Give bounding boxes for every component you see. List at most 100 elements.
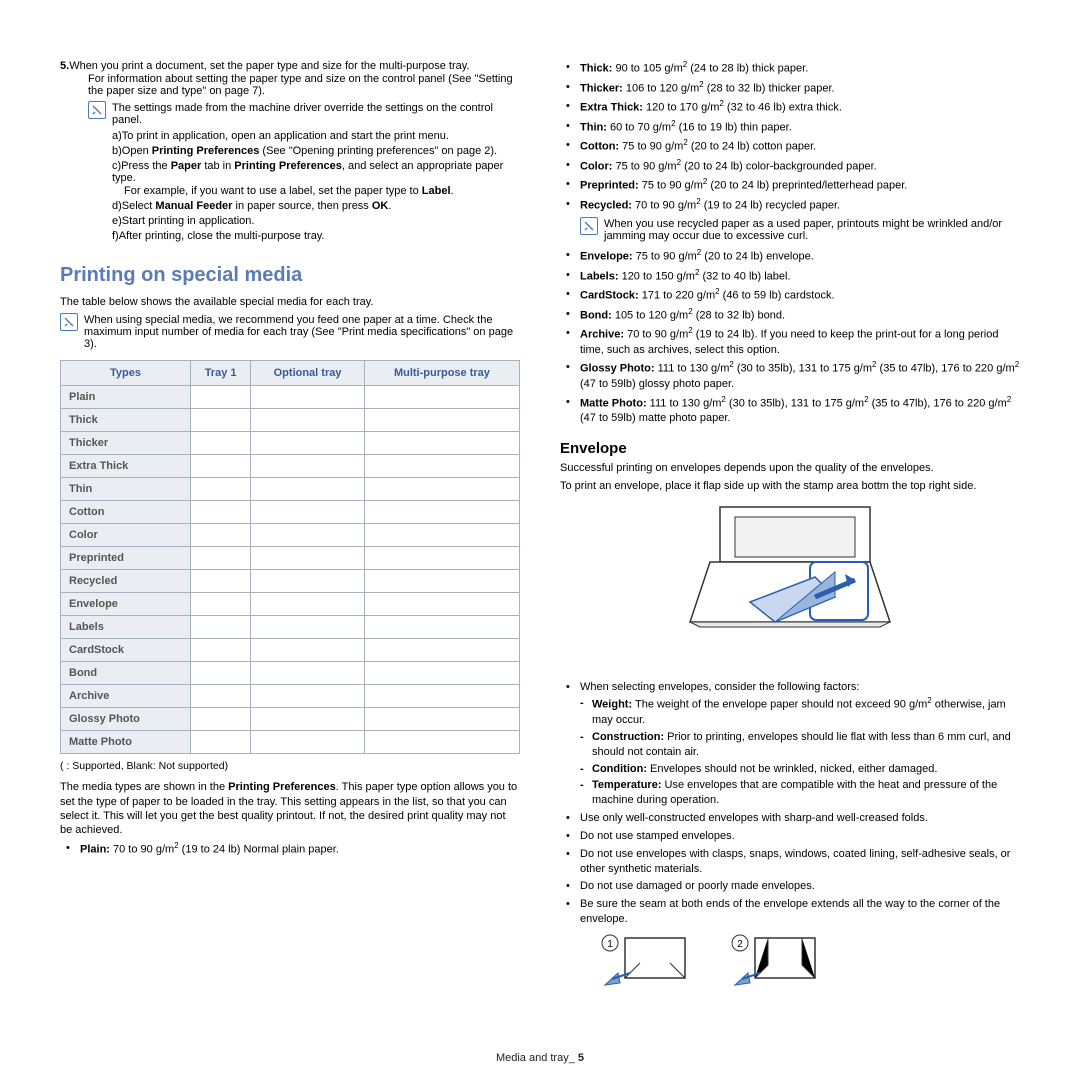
note-icon [580, 217, 598, 235]
envelope-ok-icon: 1 [600, 933, 690, 988]
printer-illustration [660, 502, 920, 672]
table-cell [190, 432, 250, 455]
row-label: Plain [61, 386, 191, 409]
table-cell [364, 570, 519, 593]
note-recycled-text: When you use recycled paper as a used pa… [604, 217, 1020, 242]
table-header: Optional tray [251, 361, 365, 386]
item-c-sub: For example, if you want to use a label,… [124, 185, 520, 197]
envelope-diagrams: 1 2 [600, 933, 1020, 988]
spec-item: CardStock: 171 to 220 g/m2 (46 to 59 lb)… [560, 287, 1020, 304]
note-icon [60, 313, 78, 331]
table-row: Labels [61, 616, 520, 639]
table-cell [190, 386, 250, 409]
table-cell [364, 685, 519, 708]
spec-item: Extra Thick: 120 to 170 g/m2 (32 to 46 l… [560, 99, 1020, 116]
table-row: CardStock [61, 639, 520, 662]
step-5: 5.When you print a document, set the pap… [60, 60, 520, 72]
envelope-bad-icon: 2 [730, 933, 820, 988]
table-cell [251, 409, 365, 432]
tip-item: Do not use envelopes with clasps, snaps,… [560, 847, 1020, 877]
note-driver-text: The settings made from the machine drive… [112, 101, 520, 126]
table-cell [190, 501, 250, 524]
table-cell [364, 662, 519, 685]
section-title: Printing on special media [60, 264, 520, 287]
row-label: CardStock [61, 639, 191, 662]
paper-specs-2: Envelope: 75 to 90 g/m2 (20 to 24 lb) en… [560, 248, 1020, 357]
table-cell [364, 547, 519, 570]
table-row: Archive [61, 685, 520, 708]
row-label: Thicker [61, 432, 191, 455]
note-driver-override: The settings made from the machine drive… [88, 101, 520, 126]
table-header: Tray 1 [190, 361, 250, 386]
step-5-text: When you print a document, set the paper… [69, 60, 469, 72]
plain-item: Plain: 70 to 90 g/m2 (19 to 24 lb) Norma… [60, 841, 520, 858]
table-cell [251, 455, 365, 478]
table-cell [190, 547, 250, 570]
table-row: Thicker [61, 432, 520, 455]
table-row: Envelope [61, 593, 520, 616]
row-label: Recycled [61, 570, 191, 593]
table-cell [364, 386, 519, 409]
left-column: 5.When you print a document, set the pap… [60, 60, 520, 988]
media-paragraph: The media types are shown in the Printin… [60, 780, 520, 837]
table-cell [251, 731, 365, 754]
row-label: Bond [61, 662, 191, 685]
row-label: Preprinted [61, 547, 191, 570]
table-row: Extra Thick [61, 455, 520, 478]
spec-item: Recycled: 70 to 90 g/m2 (19 to 24 lb) re… [560, 197, 1020, 214]
row-label: Matte Photo [61, 731, 191, 754]
envelope-title: Envelope [560, 440, 1020, 457]
table-cell [190, 639, 250, 662]
paper-specs: Thick: 90 to 105 g/m2 (24 to 28 lb) thic… [560, 60, 1020, 213]
table-cell [251, 547, 365, 570]
row-label: Thin [61, 478, 191, 501]
table-cell [190, 455, 250, 478]
svg-text:2: 2 [737, 939, 743, 950]
table-cell [364, 616, 519, 639]
table-cell [190, 662, 250, 685]
spec-item: Cotton: 75 to 90 g/m2 (20 to 24 lb) cott… [560, 138, 1020, 155]
note-recycled: When you use recycled paper as a used pa… [580, 217, 1020, 242]
row-label: Extra Thick [61, 455, 191, 478]
table-cell [190, 570, 250, 593]
table-cell [190, 708, 250, 731]
table-cell [364, 409, 519, 432]
tip-item: Use only well-constructed envelopes with… [560, 811, 1020, 826]
table-cell [190, 593, 250, 616]
table-header: Multi-purpose tray [364, 361, 519, 386]
item-d: d)Select Manual Feeder in paper source, … [112, 200, 520, 212]
tip-item: Do not use damaged or poorly made envelo… [560, 879, 1020, 894]
envelope-tips: Use only well-constructed envelopes with… [560, 811, 1020, 927]
note-icon [88, 101, 106, 119]
table-cell [364, 593, 519, 616]
table-cell [251, 708, 365, 731]
row-label: Color [61, 524, 191, 547]
spec-item: Color: 75 to 90 g/m2 (20 to 24 lb) color… [560, 158, 1020, 175]
table-cell [251, 524, 365, 547]
table-row: Color [61, 524, 520, 547]
svg-text:1: 1 [607, 939, 613, 950]
condition-factor: Condition: Envelopes should not be wrink… [580, 762, 1020, 777]
glossy-item: Glossy Photo: 111 to 130 g/m2 (30 to 35l… [560, 360, 1020, 391]
table-cell [190, 731, 250, 754]
table-row: Thin [61, 478, 520, 501]
note-special-media: When using special media, we recommend y… [60, 313, 520, 350]
table-cell [251, 616, 365, 639]
table-row: Preprinted [61, 547, 520, 570]
table-cell [251, 478, 365, 501]
item-e: e)Start printing in application. [112, 215, 520, 227]
table-cell [364, 455, 519, 478]
table-row: Plain [61, 386, 520, 409]
envelope-factors: When selecting envelopes, consider the f… [560, 680, 1020, 808]
table-note: ( : Supported, Blank: Not supported) [60, 760, 520, 772]
construction-factor: Construction: Prior to printing, envelop… [580, 730, 1020, 760]
table-cell [190, 478, 250, 501]
table-row: Thick [61, 409, 520, 432]
media-table: TypesTray 1Optional trayMulti-purpose tr… [60, 360, 520, 754]
item-b: b)Open Printing Preferences (See "Openin… [112, 145, 520, 157]
row-label: Glossy Photo [61, 708, 191, 731]
table-cell [364, 478, 519, 501]
temperature-factor: Temperature: Use envelopes that are comp… [580, 778, 1020, 808]
table-cell [364, 501, 519, 524]
table-cell [190, 685, 250, 708]
